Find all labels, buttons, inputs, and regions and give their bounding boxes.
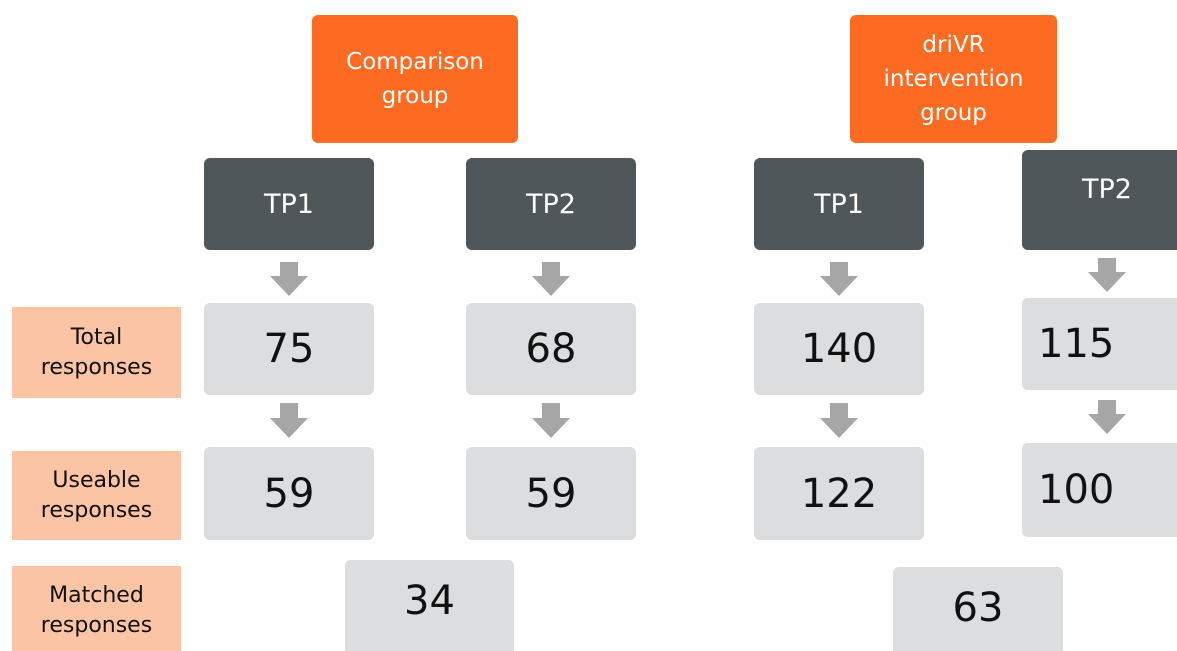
timepoint: TP2	[1022, 150, 1177, 250]
timepoint: TP1	[204, 158, 374, 250]
count: 140	[754, 303, 924, 395]
group-header: Comparison group	[312, 15, 518, 143]
group-header: driVR intervention group	[850, 15, 1057, 143]
arrow	[270, 403, 308, 438]
arrow	[270, 262, 308, 296]
count: 122	[754, 447, 924, 540]
count: 59	[204, 447, 374, 540]
count: 100	[1022, 443, 1177, 537]
count: 68	[466, 303, 636, 395]
arrow	[1088, 400, 1126, 434]
count: 115	[1022, 298, 1177, 390]
timepoint: TP1	[754, 158, 924, 250]
count: 63	[893, 567, 1063, 651]
arrow	[532, 262, 570, 296]
arrow	[532, 403, 570, 438]
row-label: Total responses	[12, 307, 181, 398]
row-label: Useable responses	[12, 451, 181, 540]
arrow	[1088, 258, 1126, 292]
count: 34	[345, 560, 514, 651]
arrow	[820, 262, 858, 296]
count: 59	[466, 447, 636, 540]
row-label: Matched responses	[12, 566, 181, 651]
count: 75	[204, 303, 374, 395]
timepoint: TP2	[466, 158, 636, 250]
arrow	[820, 403, 858, 438]
